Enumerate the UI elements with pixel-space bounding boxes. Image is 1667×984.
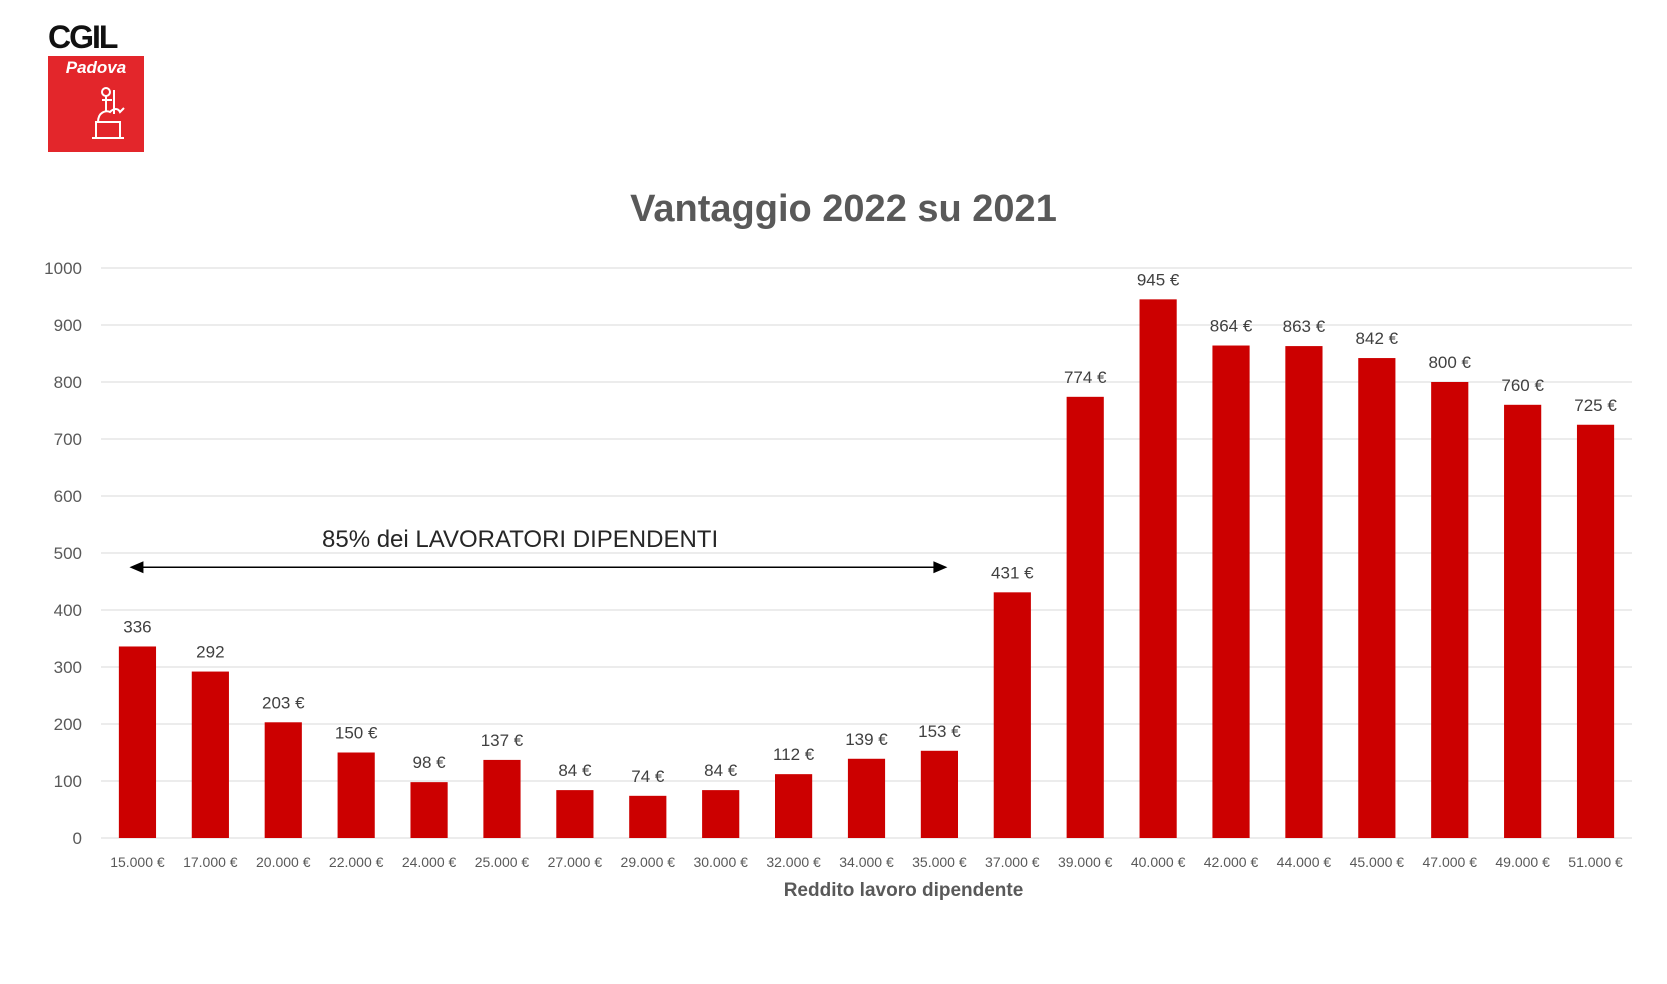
data-label: 150 € xyxy=(335,724,378,743)
x-tick-label: 22.000 € xyxy=(329,854,384,870)
x-tick-label: 42.000 € xyxy=(1204,854,1259,870)
data-label: 800 € xyxy=(1428,353,1471,372)
data-label: 98 € xyxy=(413,753,447,772)
data-label: 842 € xyxy=(1356,329,1399,348)
data-label: 945 € xyxy=(1137,270,1180,289)
y-tick-label: 300 xyxy=(54,658,82,677)
bar xyxy=(847,758,886,838)
bar xyxy=(191,671,229,838)
bar xyxy=(702,790,740,838)
y-tick-label: 900 xyxy=(54,316,82,335)
horseman-emblem-icon xyxy=(92,87,125,139)
chart-title: Vantaggio 2022 su 2021 xyxy=(630,188,1057,230)
x-axis-title: Reddito lavoro dipendente xyxy=(783,880,1024,901)
arrow-right-icon xyxy=(933,561,948,574)
annotation-label: 85% dei LAVORATORI DIPENDENTI xyxy=(322,526,719,553)
x-tick-label: 27.000 € xyxy=(548,854,603,870)
x-tick-label: 44.000 € xyxy=(1277,854,1332,870)
data-label: 864 € xyxy=(1210,317,1253,336)
bar xyxy=(410,782,448,838)
y-tick-label: 1000 xyxy=(44,259,82,278)
data-label: 153 € xyxy=(918,722,961,741)
x-tick-label: 45.000 € xyxy=(1350,854,1405,870)
data-label: 203 € xyxy=(262,693,305,712)
x-tick-label: 47.000 € xyxy=(1422,854,1477,870)
data-label: 863 € xyxy=(1283,317,1326,336)
y-tick-label: 600 xyxy=(54,487,82,506)
bar xyxy=(629,795,667,838)
bar xyxy=(1285,346,1323,838)
x-tick-label: 40.000 € xyxy=(1131,854,1186,870)
bar xyxy=(556,790,594,838)
bar xyxy=(483,759,521,838)
data-label: 84 € xyxy=(558,761,592,780)
x-tick-label: 17.000 € xyxy=(183,854,238,870)
y-tick-label: 400 xyxy=(54,601,82,620)
bar xyxy=(1066,396,1104,838)
bar xyxy=(1139,299,1177,839)
x-tick-label: 20.000 € xyxy=(256,854,311,870)
bar xyxy=(1358,358,1396,838)
x-tick-label: 51.000 € xyxy=(1568,854,1623,870)
data-label: 74 € xyxy=(631,767,665,786)
y-tick-label: 200 xyxy=(54,715,82,734)
data-label: 112 € xyxy=(773,745,815,764)
data-label: 292 xyxy=(196,643,224,662)
x-tick-label: 49.000 € xyxy=(1495,854,1550,870)
bar xyxy=(1576,424,1615,838)
x-tick-label: 32.000 € xyxy=(766,854,821,870)
bar xyxy=(993,592,1031,838)
x-tick-label: 35.000 € xyxy=(912,854,967,870)
data-label: 139 € xyxy=(845,730,888,749)
y-tick-label: 0 xyxy=(73,829,82,848)
data-label: 431 € xyxy=(991,563,1034,582)
data-label: 336 xyxy=(123,617,151,636)
arrow-left-icon xyxy=(129,561,144,574)
x-tick-label: 24.000 € xyxy=(402,854,457,870)
y-tick-label: 700 xyxy=(54,430,82,449)
data-label: 84 € xyxy=(704,761,738,780)
data-label: 760 € xyxy=(1501,376,1544,395)
x-tick-label: 30.000 € xyxy=(693,854,748,870)
x-tick-label: 25.000 € xyxy=(475,854,530,870)
x-tick-label: 39.000 € xyxy=(1058,854,1113,870)
x-tick-label: 34.000 € xyxy=(839,854,894,870)
x-tick-label: 37.000 € xyxy=(985,854,1040,870)
bar xyxy=(1504,404,1542,838)
bar xyxy=(775,774,813,838)
data-label: 774 € xyxy=(1064,368,1107,387)
data-label: 137 € xyxy=(481,731,524,750)
y-tick-label: 800 xyxy=(54,373,82,392)
x-tick-label: 15.000 € xyxy=(110,854,165,870)
bar xyxy=(920,750,958,838)
data-label: 725 € xyxy=(1574,396,1617,415)
bar xyxy=(1431,382,1469,838)
y-tick-label: 100 xyxy=(54,772,82,791)
logo-city-text: Padova xyxy=(65,58,127,77)
logo-org-text: CGIL xyxy=(48,19,118,55)
bar xyxy=(118,646,157,838)
cgil-logo: CGIL Padova xyxy=(48,20,144,152)
bar xyxy=(337,752,375,838)
x-tick-label: 29.000 € xyxy=(621,854,676,870)
y-tick-label: 500 xyxy=(54,544,82,563)
bar xyxy=(1212,345,1250,838)
bar xyxy=(264,722,302,838)
